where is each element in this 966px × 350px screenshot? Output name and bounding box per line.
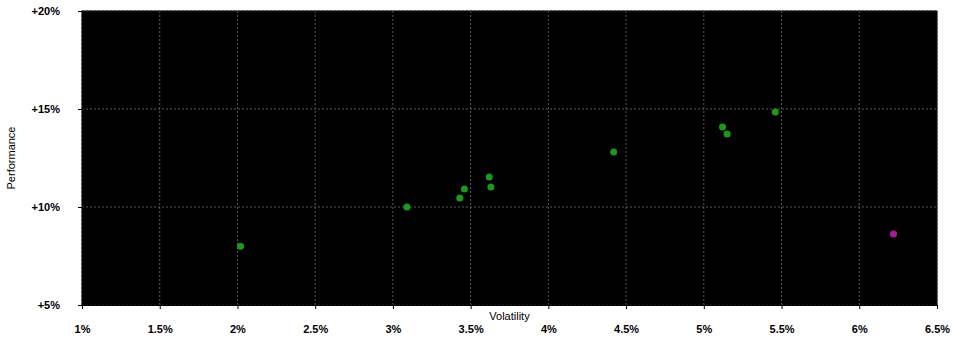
x-tick-mark bbox=[160, 305, 161, 309]
grid-line-x bbox=[859, 11, 860, 305]
grid-line-x bbox=[392, 11, 393, 305]
x-tick-label: 4% bbox=[541, 323, 557, 335]
x-tick-label: 3% bbox=[385, 323, 401, 335]
x-tick: 5.5% bbox=[770, 305, 795, 335]
x-tick-mark bbox=[704, 305, 705, 309]
point bbox=[237, 243, 244, 250]
y-tick-label: +15% bbox=[32, 103, 61, 115]
x-tick-label: 5% bbox=[696, 323, 712, 335]
x-tick: 6% bbox=[852, 305, 868, 335]
point bbox=[719, 124, 726, 131]
grid-line-x bbox=[548, 11, 549, 305]
point bbox=[610, 149, 617, 156]
y-tick-label: +20% bbox=[32, 5, 61, 17]
x-tick-label: 2.5% bbox=[303, 323, 328, 335]
x-axis: 1% 1.5% 2% 2.5% 3% 3.5% 4% 4.5% 5% 5.5% 6% 6.5% bbox=[75, 305, 951, 335]
x-tick-label: 6.5% bbox=[925, 323, 950, 335]
x-tick-mark bbox=[859, 305, 860, 309]
y-tick: +10% bbox=[32, 201, 82, 213]
grid bbox=[82, 11, 937, 305]
point bbox=[890, 231, 897, 238]
x-tick: 2% bbox=[230, 305, 246, 335]
x-tick-mark bbox=[548, 305, 549, 309]
grid-line-x bbox=[626, 11, 627, 305]
x-tick: 3.5% bbox=[459, 305, 484, 335]
x-tick-label: 1.5% bbox=[148, 323, 173, 335]
x-tick-label: 6% bbox=[852, 323, 868, 335]
y-tick-mark bbox=[78, 11, 82, 12]
y-axis-title: Performance bbox=[5, 127, 17, 190]
point bbox=[486, 174, 493, 181]
x-tick: 3% bbox=[385, 305, 401, 335]
x-tick: 4% bbox=[541, 305, 557, 335]
y-axis: +5% +10% +15% +20% bbox=[32, 5, 83, 311]
grid-line-y bbox=[82, 207, 937, 208]
points bbox=[237, 108, 897, 249]
grid-line-x bbox=[703, 11, 704, 305]
x-axis-title: Volatility bbox=[489, 310, 530, 322]
x-tick-label: 4.5% bbox=[614, 323, 639, 335]
x-tick: 6.5% bbox=[925, 305, 950, 335]
point bbox=[487, 184, 494, 191]
x-tick-label: 5.5% bbox=[770, 323, 795, 335]
y-tick-mark bbox=[78, 109, 82, 110]
grid-line-x bbox=[237, 11, 238, 305]
grid-line-y bbox=[82, 109, 937, 110]
grid-line-x bbox=[781, 11, 782, 305]
grid-line-x bbox=[315, 11, 316, 305]
x-tick-mark bbox=[315, 305, 316, 309]
x-tick-mark bbox=[237, 305, 238, 309]
grid-line-x bbox=[159, 11, 160, 305]
y-tick-mark bbox=[78, 207, 82, 208]
x-tick-mark bbox=[471, 305, 472, 309]
point bbox=[403, 204, 410, 211]
point bbox=[456, 194, 463, 201]
x-tick-mark bbox=[393, 305, 394, 309]
plot-frame bbox=[82, 11, 937, 305]
point bbox=[724, 131, 731, 138]
point bbox=[772, 108, 779, 115]
x-tick-mark bbox=[782, 305, 783, 309]
x-tick-mark bbox=[626, 305, 627, 309]
x-tick: 2.5% bbox=[303, 305, 328, 335]
x-tick-label: 3.5% bbox=[459, 323, 484, 335]
x-tick-label: 2% bbox=[230, 323, 246, 335]
x-tick-mark bbox=[937, 305, 938, 309]
grid-line-x bbox=[470, 11, 471, 305]
y-tick: +15% bbox=[32, 103, 82, 115]
y-tick: +20% bbox=[32, 5, 82, 17]
x-tick: 5% bbox=[696, 305, 712, 335]
y-tick-label: +10% bbox=[32, 201, 61, 213]
y-tick-mark bbox=[78, 305, 82, 306]
x-axis-line bbox=[83, 306, 938, 310]
x-tick-label: 1% bbox=[75, 323, 91, 335]
y-tick-label: +5% bbox=[38, 299, 61, 311]
x-tick: 1% bbox=[75, 305, 91, 335]
point bbox=[461, 185, 468, 192]
plot-background bbox=[82, 11, 937, 305]
x-tick: 1.5% bbox=[148, 305, 173, 335]
x-tick: 4.5% bbox=[614, 305, 639, 335]
y-tick: +5% bbox=[38, 299, 82, 311]
chart: 1%1.5%2%2.5%3%3.5%4%4.5%5%5.5%6%6.5%+5%+… bbox=[0, 0, 966, 350]
